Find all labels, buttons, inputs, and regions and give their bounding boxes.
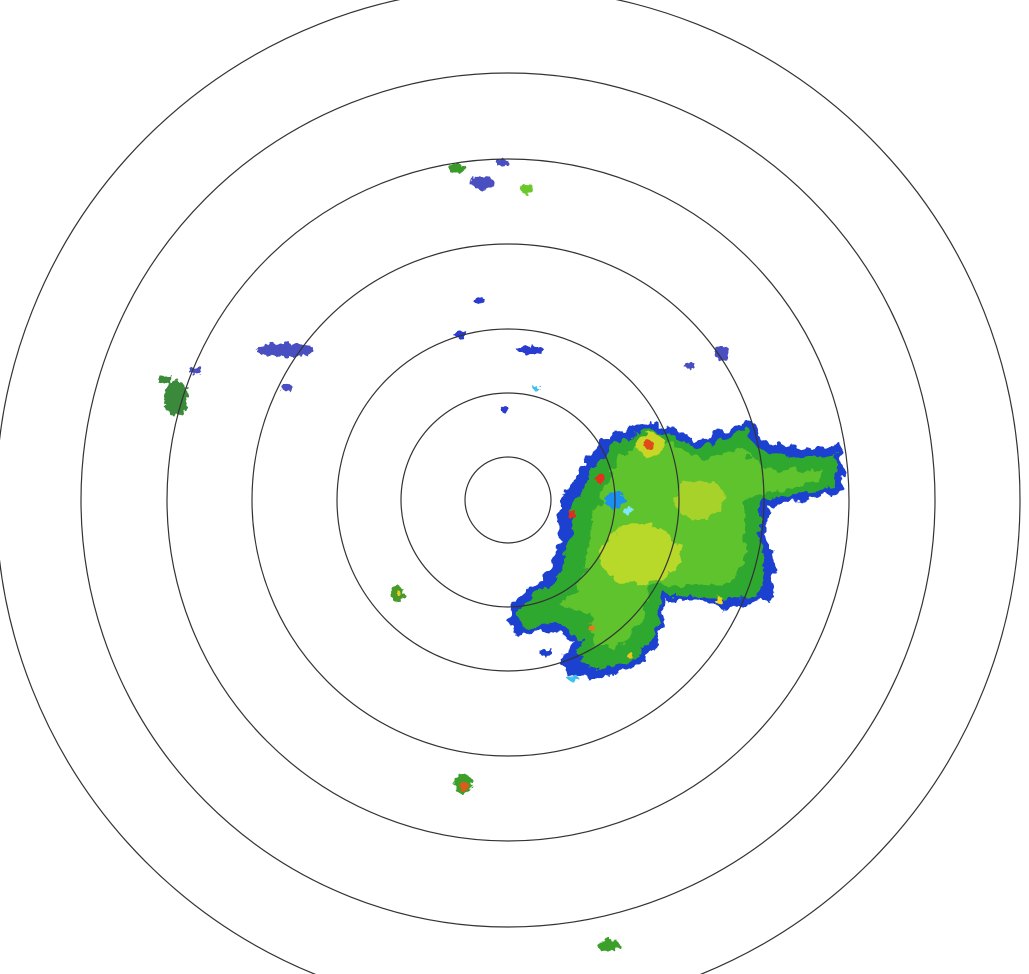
- range-ring: [80, 72, 936, 928]
- range-ring: [251, 243, 765, 757]
- range-ring: [400, 392, 616, 608]
- echo-main: [505, 420, 845, 680]
- range-ring: [464, 456, 552, 544]
- echo-cells: [540, 440, 724, 681]
- range-ring: [336, 328, 680, 672]
- range-ring: [166, 158, 850, 842]
- echo-scattered: [158, 159, 729, 951]
